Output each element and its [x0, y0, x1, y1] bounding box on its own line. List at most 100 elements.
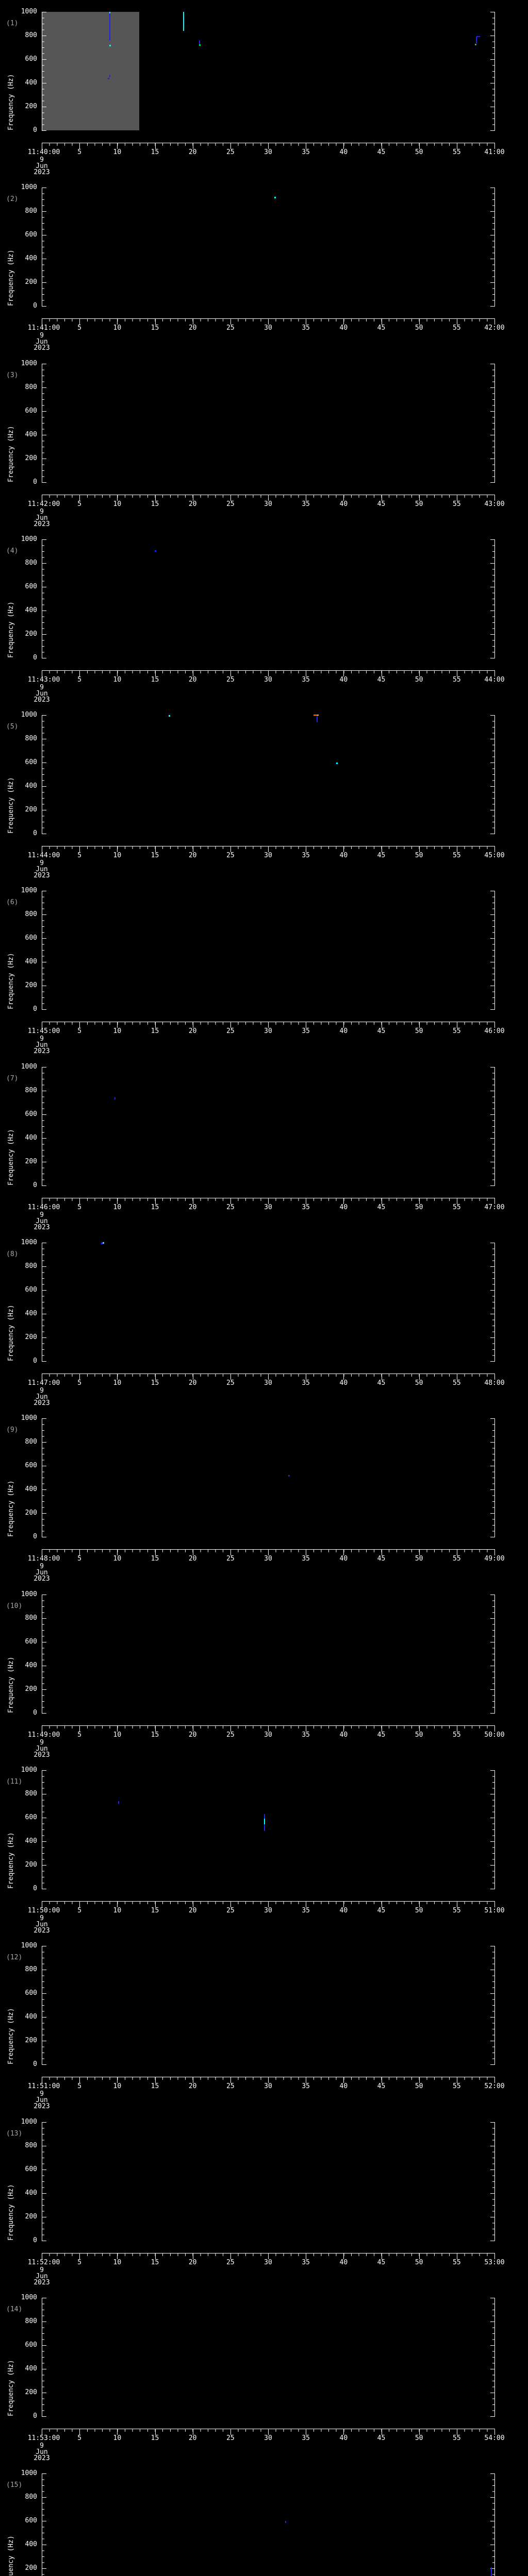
x-tick-label: 15	[151, 2434, 159, 2442]
x-axis-date-line: Jun	[36, 1745, 48, 1753]
x-tick-label: 5	[77, 1379, 82, 1387]
panel-index-label: (5)	[6, 723, 19, 731]
x-major-tick	[343, 2077, 344, 2083]
x-major-tick	[494, 846, 495, 852]
x-tick-label: 35	[302, 1555, 310, 1563]
y-major-tick-right	[490, 1361, 494, 1362]
y-major-tick	[42, 563, 46, 564]
y-major-tick-right	[490, 411, 494, 412]
x-tick-label: 25	[226, 2259, 235, 2266]
x-major-tick	[79, 1550, 80, 1555]
y-axis-title: Frequency (Hz)	[7, 953, 15, 1009]
y-axis-title: Frequency (Hz)	[7, 1656, 15, 1713]
y-tick-label: 400	[25, 2189, 37, 2197]
y-major-tick-right	[490, 2017, 494, 2018]
y-minor-ticks	[42, 188, 44, 307]
y-major-tick	[42, 715, 46, 716]
x-tick-label: 10	[113, 324, 122, 332]
x-tick-label: 20	[188, 852, 197, 859]
y-major-tick	[42, 2064, 46, 2065]
x-axis-date-line: 9	[40, 1739, 44, 1747]
x-axis-line	[42, 670, 495, 671]
y-axis-line-right	[494, 715, 495, 834]
x-tick-label: 10	[113, 2082, 122, 2090]
x-tick-label: 50	[415, 676, 423, 684]
x-tick-label: 30	[264, 1204, 272, 1211]
detection-dot	[274, 197, 276, 199]
y-minor-ticks-right	[492, 1946, 494, 2065]
panel-index-label: (7)	[6, 1075, 19, 1082]
y-tick-label: 800	[25, 2142, 37, 2149]
y-tick-label: 0	[33, 2412, 37, 2420]
x-tick-label: 55	[453, 1555, 461, 1563]
detection-trace	[263, 1819, 265, 1824]
x-axis-date-line: 9	[40, 1035, 44, 1043]
y-minor-ticks-right	[492, 188, 494, 307]
detection-trace	[114, 1097, 116, 1100]
y-minor-ticks-right	[492, 1595, 494, 1714]
x-major-tick	[419, 846, 420, 852]
x-tick-label: 10	[113, 1731, 122, 1739]
y-tick-label: 800	[25, 1965, 37, 1973]
y-minor-ticks-right	[492, 1243, 494, 1362]
x-major-tick	[79, 1198, 80, 1204]
y-major-tick	[42, 938, 46, 939]
y-major-tick	[42, 1290, 46, 1291]
x-tick-label: 30	[264, 324, 272, 332]
y-axis-title: Frequency (Hz)	[7, 1129, 15, 1185]
x-major-tick	[155, 143, 156, 149]
y-major-tick-right	[490, 387, 494, 388]
x-tick-label: 10	[113, 2259, 122, 2266]
x-major-tick	[419, 495, 420, 501]
y-tick-label: 1000	[21, 183, 37, 191]
y-minor-ticks	[42, 891, 44, 1010]
x-axis-date-line: Jun	[36, 162, 48, 170]
y-tick-label: 600	[25, 1286, 37, 1294]
x-tick-label: 45	[377, 2082, 386, 2090]
y-tick-label: 200	[25, 1861, 37, 1869]
y-tick-label: 400	[25, 606, 37, 614]
x-tick-label: 25	[226, 1027, 235, 1035]
panel-index-label: (1)	[6, 20, 19, 27]
y-minor-ticks	[42, 2473, 44, 2576]
y-major-tick	[42, 1770, 46, 1771]
x-tick-label: 30	[264, 2259, 272, 2266]
y-tick-label: 800	[25, 910, 37, 918]
x-end-time-label: 48:00	[484, 1379, 505, 1387]
x-major-tick	[79, 2253, 80, 2259]
y-tick-label: 0	[33, 1181, 37, 1189]
x-end-time-label: 42:00	[484, 324, 505, 332]
panel-index-label: (13)	[6, 2130, 23, 2138]
y-minor-ticks	[42, 12, 44, 131]
x-major-tick	[268, 2253, 269, 2259]
y-tick-label: 1000	[21, 360, 37, 367]
y-major-tick-right	[490, 2193, 494, 2194]
x-axis-date-line: 9	[40, 859, 44, 867]
x-axis-date-line: 2023	[34, 1927, 50, 1935]
y-major-tick	[42, 2473, 46, 2474]
y-major-tick-right	[490, 2473, 494, 2474]
y-axis-line-right	[494, 1770, 495, 1889]
x-tick-label: 50	[415, 2259, 423, 2266]
x-major-tick	[494, 1550, 495, 1555]
y-major-tick	[42, 786, 46, 787]
y-major-tick	[42, 2122, 46, 2123]
x-major-tick	[230, 1198, 231, 1204]
x-tick-label: 35	[302, 1027, 310, 1035]
y-major-tick-right	[490, 914, 494, 915]
x-axis-date-line: 2023	[34, 2454, 50, 2462]
y-tick-label: 800	[25, 383, 37, 391]
y-major-tick	[42, 2193, 46, 2194]
x-tick-label: 35	[302, 500, 310, 508]
x-tick-label: 5	[77, 1731, 82, 1739]
y-major-tick-right	[490, 762, 494, 763]
x-tick-label: 5	[77, 852, 82, 859]
y-tick-label: 800	[25, 2493, 37, 2501]
x-axis-date-line: 2023	[34, 1224, 50, 1231]
x-tick-label: 35	[302, 2259, 310, 2266]
y-tick-label: 0	[33, 302, 37, 310]
panel-index-label: (15)	[6, 2481, 23, 2489]
y-minor-ticks	[42, 1770, 44, 1889]
detection-dash	[313, 715, 318, 716]
x-axis-date-line: 2023	[34, 520, 50, 528]
